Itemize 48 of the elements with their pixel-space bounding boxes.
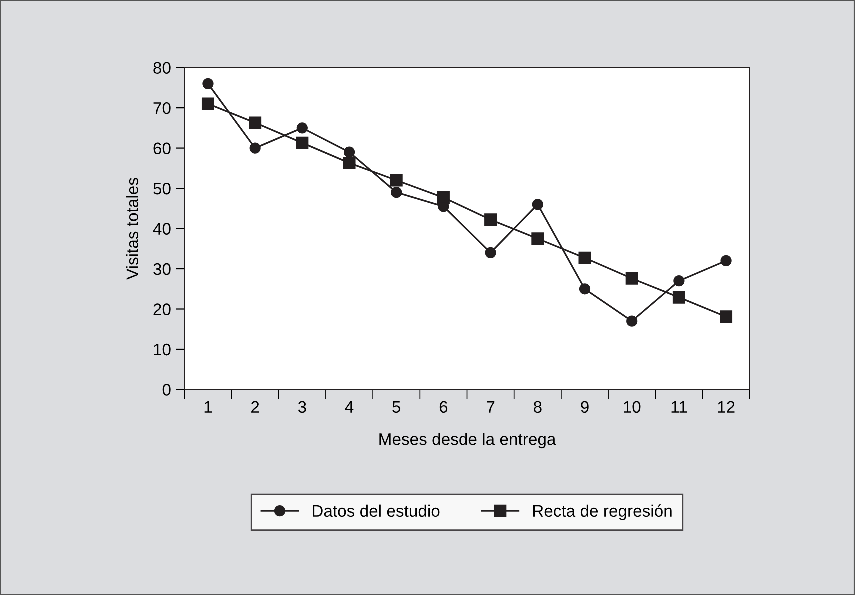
point [720,310,733,324]
legend-label: Datos del estudio [313,504,440,518]
x-tick-label: 12 [718,401,735,413]
point [391,187,402,198]
point [626,316,638,327]
x-tick-label: 4 [345,401,354,413]
point [672,291,686,304]
x-tick-label: 11 [672,401,688,413]
x-tick-label: 7 [487,401,495,413]
y-tick-label: 40 [153,223,171,235]
point [250,142,261,154]
x-tick-label: 2 [252,401,260,413]
x-tick-label: 5 [392,401,401,414]
x-tick-label: 1 [204,401,212,413]
x-tick-label: 9 [581,401,589,414]
point [578,252,592,264]
point [485,247,496,258]
point [626,272,638,285]
x-tick-label: 8 [534,401,542,414]
legend-label: Recta de regresión [533,504,672,520]
point [532,232,544,246]
point [390,174,403,187]
point [484,214,498,226]
y-tick-label: 10 [154,344,171,356]
y-tick-label: 80 [154,62,171,74]
point [674,276,685,287]
point [202,98,214,110]
point [202,78,214,90]
y-tick-label: 20 [154,304,171,316]
point [296,136,309,150]
point [344,146,356,158]
x-tick-label: 3 [298,401,306,414]
y-axis-title: Visitas totales [126,178,139,280]
point [296,122,308,134]
point [532,199,544,210]
x-tick-label: 10 [624,401,641,414]
point [579,284,591,295]
y-tick-label: 60 [154,142,171,155]
x-axis-title: Meses desde la entrega [380,433,556,449]
point [343,156,356,170]
y-tick-label: 0 [162,384,171,396]
point [720,255,732,267]
y-tick-label: 70 [154,102,171,114]
x-tick-label: 6 [440,401,448,414]
point [437,192,450,204]
y-tick-label: 30 [154,263,171,276]
y-tick-label: 50 [154,182,171,195]
point [249,116,262,130]
